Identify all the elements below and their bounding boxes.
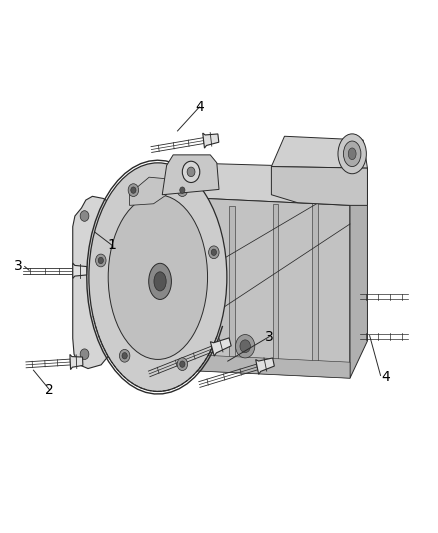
Polygon shape	[312, 201, 318, 362]
Circle shape	[131, 187, 136, 193]
Polygon shape	[350, 168, 367, 378]
Polygon shape	[127, 352, 350, 378]
Circle shape	[180, 361, 185, 367]
Circle shape	[208, 246, 219, 259]
Circle shape	[180, 187, 185, 193]
Polygon shape	[230, 206, 235, 362]
Polygon shape	[203, 133, 219, 148]
Polygon shape	[127, 163, 367, 205]
Text: 3: 3	[265, 330, 274, 344]
Circle shape	[177, 184, 187, 197]
Text: 1: 1	[108, 238, 117, 252]
Circle shape	[182, 161, 200, 182]
Polygon shape	[272, 166, 367, 205]
Ellipse shape	[89, 163, 227, 391]
Polygon shape	[127, 195, 350, 378]
Polygon shape	[273, 204, 279, 362]
Ellipse shape	[149, 263, 171, 300]
Polygon shape	[70, 354, 83, 369]
Circle shape	[236, 335, 255, 358]
Polygon shape	[256, 358, 274, 374]
Circle shape	[80, 349, 89, 360]
Polygon shape	[73, 263, 87, 278]
Circle shape	[187, 167, 195, 176]
Circle shape	[128, 184, 138, 197]
Ellipse shape	[338, 134, 366, 174]
Polygon shape	[186, 208, 191, 362]
Ellipse shape	[348, 148, 356, 160]
Text: 3: 3	[14, 260, 22, 273]
Text: 4: 4	[381, 370, 390, 384]
Circle shape	[107, 344, 115, 354]
Circle shape	[95, 254, 106, 267]
Circle shape	[240, 340, 251, 353]
Polygon shape	[272, 136, 367, 168]
Polygon shape	[210, 338, 231, 356]
Circle shape	[80, 211, 89, 221]
Ellipse shape	[108, 195, 208, 359]
Circle shape	[108, 208, 116, 218]
Circle shape	[211, 249, 216, 255]
Circle shape	[120, 350, 130, 362]
Polygon shape	[73, 196, 118, 368]
Circle shape	[122, 353, 127, 359]
Ellipse shape	[154, 272, 166, 291]
Circle shape	[98, 257, 103, 264]
Polygon shape	[130, 177, 166, 205]
Text: 4: 4	[195, 100, 204, 114]
Polygon shape	[162, 155, 219, 195]
Ellipse shape	[343, 141, 361, 166]
Text: 2: 2	[45, 383, 54, 397]
Circle shape	[177, 358, 187, 370]
